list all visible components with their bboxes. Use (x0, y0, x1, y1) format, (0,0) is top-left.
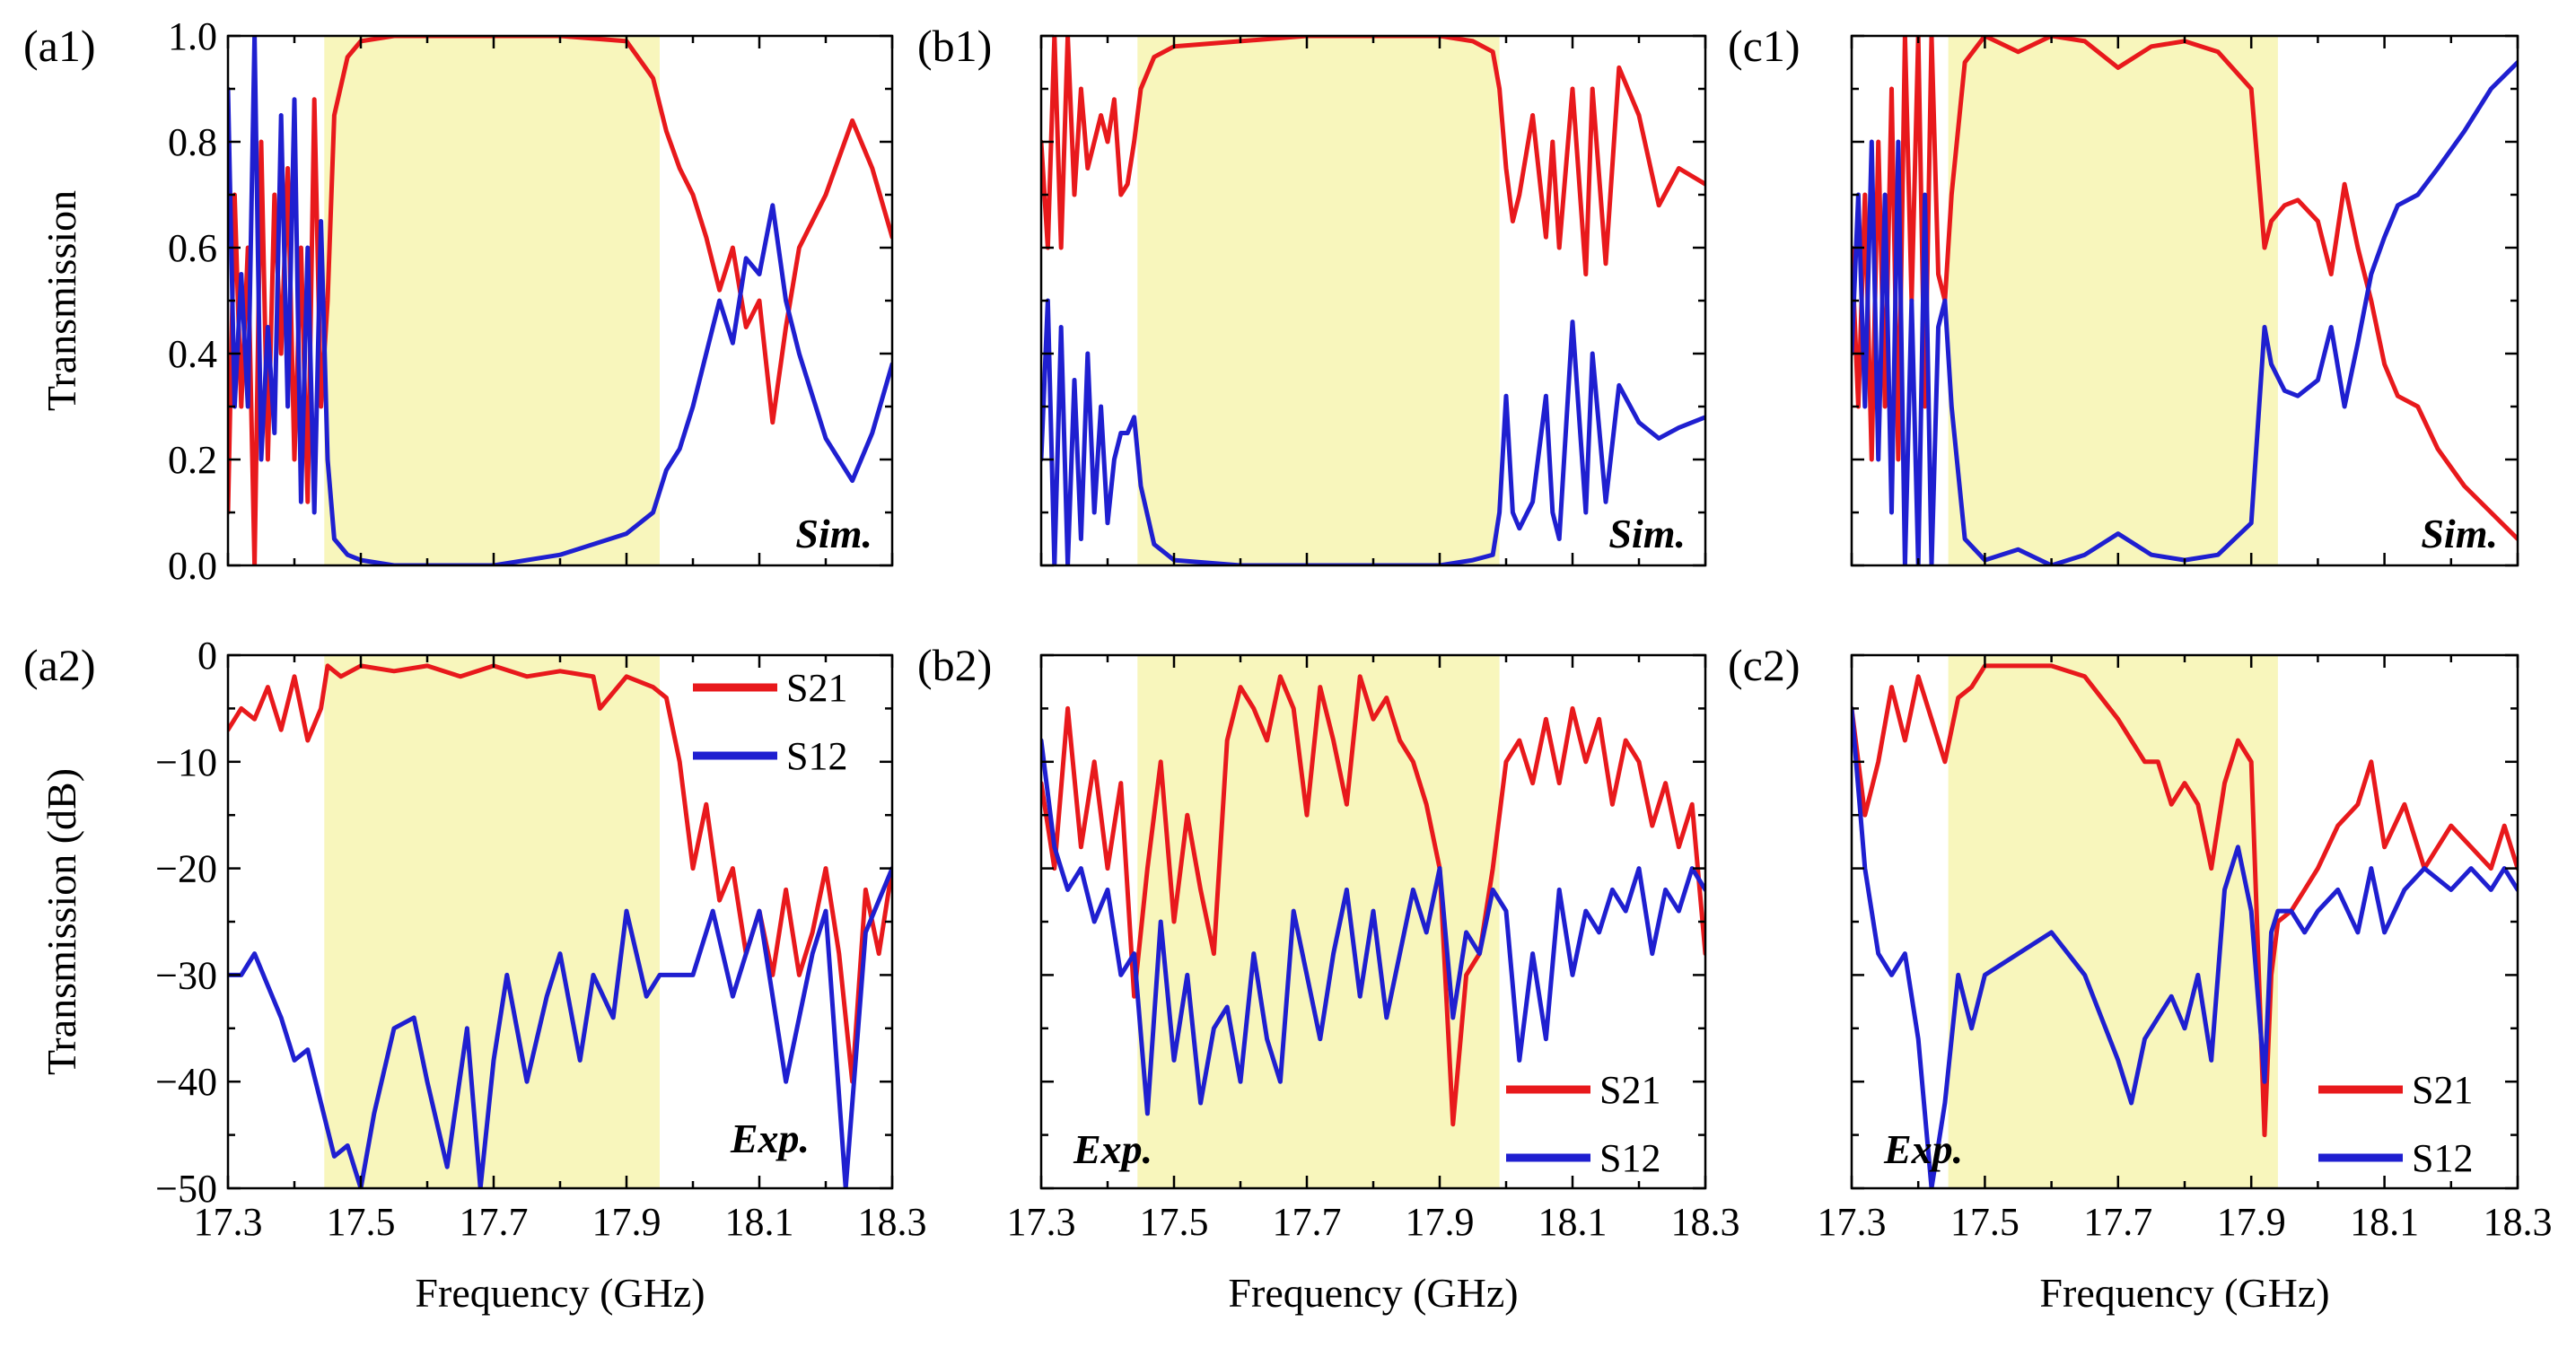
y-tick-label: 0.8 (168, 120, 217, 164)
x-tick-label: 17.3 (194, 1200, 263, 1244)
y-tick-label: 0.0 (168, 544, 217, 588)
series-s21-line (228, 36, 892, 565)
series-s12-line (1852, 60, 2518, 565)
x-tick-label: 17.7 (2083, 1200, 2152, 1244)
panel-b2: 17.3 17.5 17.7 17.9 18.1 18.3 (b2) Frequency (G… (917, 640, 1740, 1316)
series-s21-line (1852, 36, 2518, 541)
legend-label-s21: S21 (2412, 1068, 2473, 1112)
x-tick-label: 17.9 (2217, 1200, 2286, 1244)
panel-b1: (b1) Sim. (917, 21, 1707, 567)
x-tick-label: 18.3 (858, 1200, 927, 1244)
panel-label: (b2) (917, 640, 992, 690)
y-tick-label: −50 (155, 1167, 217, 1211)
series-s12-line (1852, 705, 2518, 1188)
passband-shade (324, 655, 660, 1188)
x-tick-label: 18.1 (725, 1200, 794, 1244)
mode-annotation: Exp. (730, 1116, 810, 1161)
mode-annotation: Sim. (795, 511, 872, 556)
passband-shade (1948, 36, 2278, 565)
y-tick-label: −30 (155, 953, 217, 997)
y-axis-label: Transmission (dB) (39, 768, 84, 1075)
panel-a2: −50 −40 −30 −20 −10 0 17.3 17.5 17.7 17.9 18.1 18.3… (23, 634, 927, 1316)
panel-c1: (c1) Sim. (1728, 21, 2519, 567)
x-axis-label: Frequency (GHz) (415, 1270, 705, 1316)
y-tick-label: 0.6 (168, 226, 217, 270)
legend-label-s12: S12 (2412, 1136, 2473, 1180)
series-s12-line (1041, 298, 1705, 565)
y-tick-label: 1.0 (168, 14, 217, 58)
passband-shade (1137, 36, 1500, 565)
series-s12-line (228, 866, 892, 1188)
mode-annotation: Sim. (2421, 511, 2498, 556)
panel-label: (a2) (23, 640, 96, 690)
panel-label: (c2) (1728, 640, 1801, 690)
series-s21-line (228, 663, 892, 1084)
series-s21-line (1852, 663, 2518, 1138)
panel-label: (c1) (1728, 21, 1801, 71)
y-tick-label: −10 (155, 740, 217, 784)
series-s12-line (228, 36, 892, 565)
y-tick-label: −40 (155, 1060, 217, 1104)
x-tick-label: 17.5 (327, 1200, 396, 1244)
x-tick-label: 17.5 (1140, 1200, 1209, 1244)
y-axis-label: Transmission (39, 190, 84, 411)
passband-shade (1137, 655, 1500, 1188)
x-axis-label: Frequency (GHz) (2039, 1270, 2329, 1316)
mode-annotation: Exp. (1073, 1126, 1152, 1172)
x-tick-label: 18.1 (2350, 1200, 2419, 1244)
y-tick-label: 0.4 (168, 332, 217, 376)
series-s21-line (1041, 36, 1705, 276)
x-tick-label: 18.3 (1671, 1200, 1740, 1244)
x-tick-label: 17.9 (1406, 1200, 1475, 1244)
series-s21-line (1041, 674, 1705, 1127)
y-tick-label: −20 (155, 847, 217, 891)
passband-shade (1948, 655, 2278, 1188)
x-tick-label: 17.3 (1007, 1200, 1076, 1244)
panel-label: (b1) (917, 21, 992, 71)
x-tick-label: 17.9 (592, 1200, 662, 1244)
mode-annotation: Exp. (1883, 1126, 1963, 1172)
passband-shade (324, 36, 660, 565)
x-tick-label: 17.7 (1273, 1200, 1342, 1244)
panel-label: (a1) (23, 21, 96, 71)
x-tick-label: 17.5 (1950, 1200, 2020, 1244)
panel-c2: 17.3 17.5 17.7 17.9 18.1 18.3 (c2) Frequency (G… (1728, 640, 2553, 1316)
x-axis-label: Frequency (GHz) (1228, 1270, 1518, 1316)
legend-label-s12: S12 (1599, 1136, 1660, 1180)
legend-label-s21: S21 (786, 666, 847, 710)
series-s12-line (1041, 738, 1705, 1116)
x-tick-label: 17.3 (1818, 1200, 1887, 1244)
legend-label-s12: S12 (786, 734, 847, 778)
legend-label-s21: S21 (1599, 1068, 1660, 1112)
y-tick-label: 0.2 (168, 438, 217, 482)
mode-annotation: Sim. (1608, 511, 1686, 556)
x-tick-label: 17.7 (460, 1200, 529, 1244)
x-tick-label: 18.1 (1538, 1200, 1608, 1244)
y-tick-label: 0 (197, 634, 217, 678)
panel-a1: 0.0 0.2 0.4 0.6 0.8 1.0 (a1) Transmission Sim. (23, 14, 894, 588)
x-tick-label: 18.3 (2484, 1200, 2553, 1244)
